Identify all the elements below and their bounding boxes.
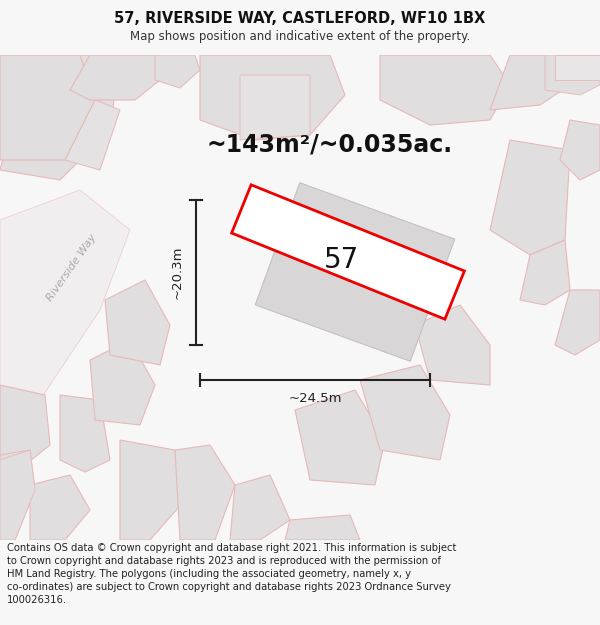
- Polygon shape: [90, 340, 155, 425]
- Polygon shape: [30, 475, 90, 540]
- Polygon shape: [555, 55, 600, 80]
- Text: ~20.3m: ~20.3m: [171, 246, 184, 299]
- Polygon shape: [0, 385, 50, 465]
- Polygon shape: [295, 390, 385, 485]
- Polygon shape: [285, 515, 360, 540]
- Polygon shape: [555, 290, 600, 355]
- Polygon shape: [155, 55, 200, 88]
- Polygon shape: [415, 305, 490, 385]
- Text: Contains OS data © Crown copyright and database right 2021. This information is : Contains OS data © Crown copyright and d…: [7, 542, 457, 606]
- Polygon shape: [0, 190, 130, 400]
- Polygon shape: [0, 450, 35, 540]
- Text: Map shows position and indicative extent of the property.: Map shows position and indicative extent…: [130, 30, 470, 43]
- Polygon shape: [65, 100, 120, 170]
- Polygon shape: [240, 75, 310, 140]
- Polygon shape: [230, 475, 290, 540]
- Polygon shape: [360, 365, 450, 460]
- Polygon shape: [232, 185, 464, 319]
- Text: Riverside Way: Riverside Way: [45, 232, 99, 303]
- Text: ~143m²/~0.035ac.: ~143m²/~0.035ac.: [207, 133, 453, 157]
- Polygon shape: [120, 440, 185, 540]
- Polygon shape: [0, 450, 35, 540]
- Polygon shape: [0, 55, 30, 150]
- Polygon shape: [490, 55, 570, 110]
- Text: ~24.5m: ~24.5m: [288, 392, 342, 405]
- Polygon shape: [380, 55, 510, 125]
- Text: 57: 57: [325, 246, 359, 274]
- Polygon shape: [0, 55, 120, 180]
- Polygon shape: [255, 182, 455, 361]
- Polygon shape: [15, 55, 95, 145]
- Polygon shape: [175, 445, 235, 540]
- Text: 57, RIVERSIDE WAY, CASTLEFORD, WF10 1BX: 57, RIVERSIDE WAY, CASTLEFORD, WF10 1BX: [115, 11, 485, 26]
- Polygon shape: [560, 120, 600, 180]
- Polygon shape: [70, 55, 160, 100]
- Polygon shape: [60, 395, 110, 472]
- Polygon shape: [490, 140, 570, 255]
- Polygon shape: [520, 240, 570, 305]
- Polygon shape: [0, 55, 95, 160]
- Polygon shape: [545, 55, 600, 95]
- Polygon shape: [200, 55, 345, 140]
- Polygon shape: [105, 280, 170, 365]
